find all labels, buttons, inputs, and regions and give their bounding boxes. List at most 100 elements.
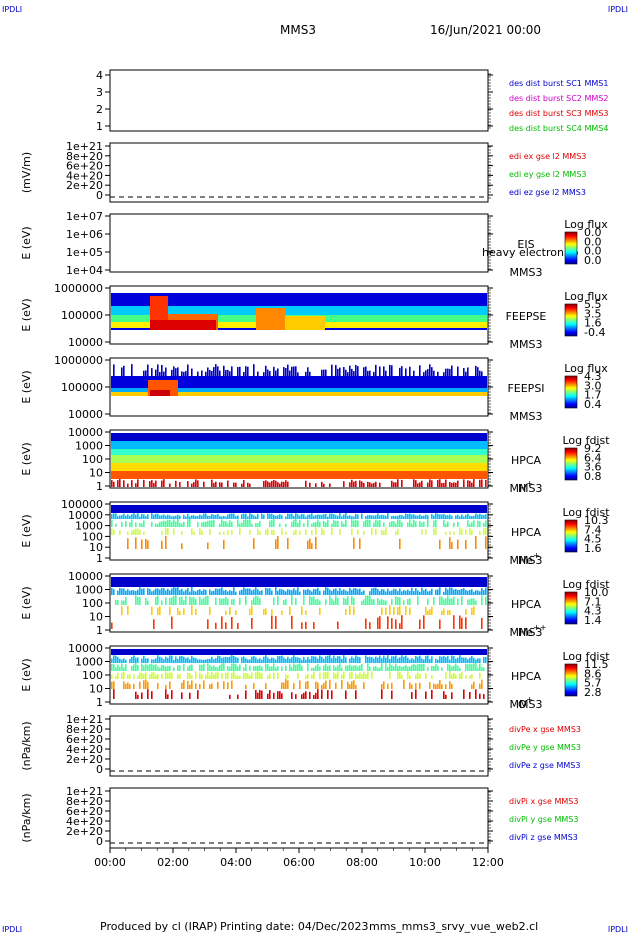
species-superscript: + [526, 479, 533, 488]
footer-printing-date: Printing date: 04/Dec/2023 [220, 920, 369, 933]
y-tick-label: 1 [96, 480, 103, 493]
y-tick-label: 4e+20 [66, 815, 103, 828]
species-superscript: ++ [533, 623, 546, 632]
colorbar-tick-label: 0.0 [584, 226, 602, 239]
y-tick-label: 10 [89, 683, 103, 696]
y-tick-label: 100000 [61, 309, 103, 322]
legend-entry: divPe z gse MMS3 [509, 761, 580, 770]
y-tick-label: 100000 [61, 381, 103, 394]
species-label: He [518, 554, 533, 567]
y-tick-label: 1000000 [54, 354, 103, 367]
y-axis-label: E (eV) [20, 586, 33, 619]
y-tick-label: 1 [96, 120, 103, 133]
instrument-spacecraft: MMS3 [510, 338, 543, 351]
y-tick-label: 1000 [75, 584, 103, 597]
y-tick-label: 1000000 [54, 282, 103, 295]
y-axis-label: (nPa/km) [20, 793, 33, 842]
y-tick-label: 8e+20 [66, 150, 103, 163]
y-tick-label: 10000 [68, 426, 103, 439]
instrument-spacecraft: MMS3 [510, 698, 543, 711]
y-tick-label: 3 [96, 86, 103, 99]
legend-entry: divPi z gse MMS3 [509, 833, 578, 842]
colorbar-tick-label: 10.0 [584, 586, 609, 599]
instrument-name: FEEPSI [507, 382, 544, 395]
species-label: H [518, 482, 526, 495]
colorbar-tick-label: 4.3 [584, 370, 602, 383]
colorbar [564, 375, 578, 409]
colorbar-title: Log fdist [562, 506, 610, 519]
y-tick-label: 8e+20 [66, 723, 103, 736]
legend-entry: des dist burst SC4 MMS4 [509, 124, 608, 133]
x-tick-label: 00:00 [94, 856, 126, 869]
y-tick-label: 10 [89, 611, 103, 624]
instrument-spacecraft: MMS3 [510, 626, 543, 639]
y-tick-label: 1e+21 [66, 140, 103, 153]
colorbar-tick-label: 1.4 [584, 614, 602, 627]
y-axis-label: E (eV) [20, 370, 33, 403]
y-tick-label: 1000 [75, 440, 103, 453]
instrument-name: EIS [517, 238, 534, 251]
y-axis-label: E (eV) [20, 298, 33, 331]
corner-label-top-right: IPDLI [608, 5, 628, 14]
colorbar-tick-label: 10.3 [584, 514, 609, 527]
y-tick-label: 100 [82, 669, 103, 682]
y-axis-label: E (eV) [20, 514, 33, 547]
colorbar-tick-label: 6.4 [584, 451, 602, 464]
y-tick-label: 2 [96, 103, 103, 116]
y-tick-label: 8e+20 [66, 795, 103, 808]
species-label: O [518, 698, 527, 711]
colorbar-tick-label: 4.3 [584, 605, 602, 618]
panel-p4: 1000000 100000 10000 E (eV) FEEPSE MMS3 Log fl… [20, 282, 608, 351]
y-tick-label: 2e+20 [66, 825, 103, 838]
panel-p3: 1e+07 1e+06 1e+05 1e+04 E (eV) EIS MMS3 heavy e… [20, 210, 608, 279]
y-tick-label: 1e+21 [66, 713, 103, 726]
panel-frame [109, 501, 489, 561]
colorbar [564, 303, 578, 337]
species-label: He [518, 626, 533, 639]
panel-frame [109, 69, 489, 132]
y-tick-label: 10000 [68, 570, 103, 583]
corner-label-bottom-left: IPDLI [2, 925, 22, 934]
y-tick-label: 10000 [68, 642, 103, 655]
panel-frame [109, 715, 489, 777]
colorbar-tick-label: 3.6 [584, 461, 602, 474]
y-tick-label: 4e+20 [66, 743, 103, 756]
y-tick-label: 0 [96, 189, 103, 202]
y-tick-label: 1000 [75, 656, 103, 669]
colorbar-tick-label: 5.7 [584, 677, 602, 690]
instrument-name: HPCA [511, 526, 542, 539]
panel-stack: 4 3 2 1 des dist burst SC1 MMS1 des dist burs… [20, 69, 610, 849]
instrument-spacecraft: MMS3 [510, 410, 543, 423]
legend-entry: edi ey gse l2 MMS3 [509, 170, 587, 179]
legend-entry: divPi x gse MMS3 [509, 797, 578, 806]
colorbar [564, 447, 578, 481]
colorbar [564, 663, 578, 697]
colorbar-title: Log flux [564, 218, 608, 231]
plot-datetime: 16/Jun/2021 00:00 [430, 23, 541, 37]
instrument-spacecraft: MMS3 [510, 482, 543, 495]
y-tick-label: 1 [96, 552, 103, 565]
colorbar-tick-label: 0.0 [584, 254, 602, 267]
instrument-name: HPCA [511, 454, 542, 467]
legend-entry: divPe x gse MMS3 [509, 725, 581, 734]
colorbar-tick-label: 2.8 [584, 686, 602, 699]
y-tick-label: 100000 [61, 498, 103, 511]
footer-script-name: mms_mms3_srvy_vue_web2.cl [369, 920, 538, 933]
y-tick-label: 6e+20 [66, 805, 103, 818]
colorbar-tick-label: 3.0 [584, 379, 602, 392]
y-axis-label: E (eV) [20, 658, 33, 691]
y-tick-label: 10 [89, 467, 103, 480]
y-tick-label: 100 [82, 597, 103, 610]
y-tick-label: 10000 [68, 408, 103, 421]
colorbar-title: Log flux [564, 290, 608, 303]
y-tick-label: 1e+21 [66, 785, 103, 798]
mission-title: MMS3 [280, 23, 316, 37]
colorbar-tick-label: 7.4 [584, 523, 602, 536]
colorbar-tick-label: 5.5 [584, 298, 602, 311]
legend-entry: des dist burst SC3 MMS3 [509, 109, 608, 118]
colorbar-tick-label: 0.4 [584, 398, 602, 411]
x-tick-label: 06:00 [283, 856, 315, 869]
panel-p1: 4 3 2 1 des dist burst SC1 MMS1 des dist burs… [96, 69, 608, 133]
